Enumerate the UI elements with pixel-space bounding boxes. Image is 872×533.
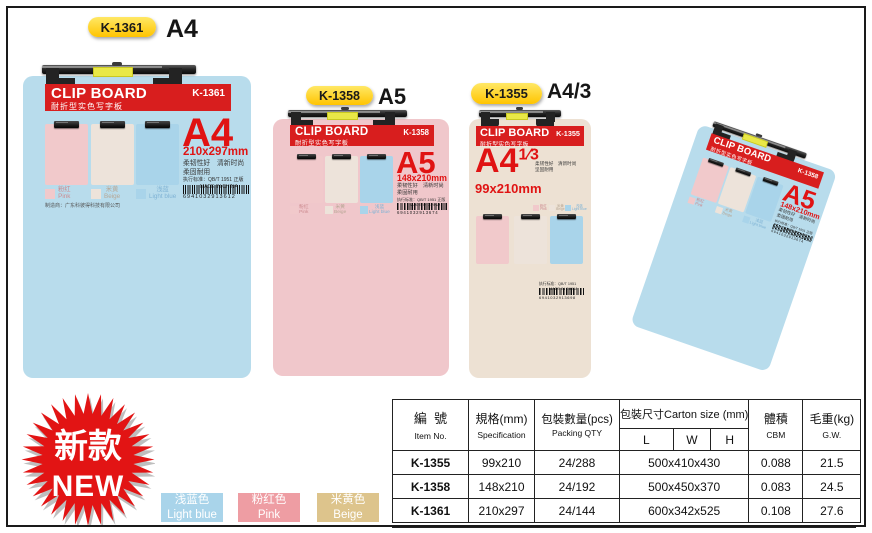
- svg-text:NEW: NEW: [52, 470, 124, 503]
- svg-text:新款: 新款: [54, 428, 122, 466]
